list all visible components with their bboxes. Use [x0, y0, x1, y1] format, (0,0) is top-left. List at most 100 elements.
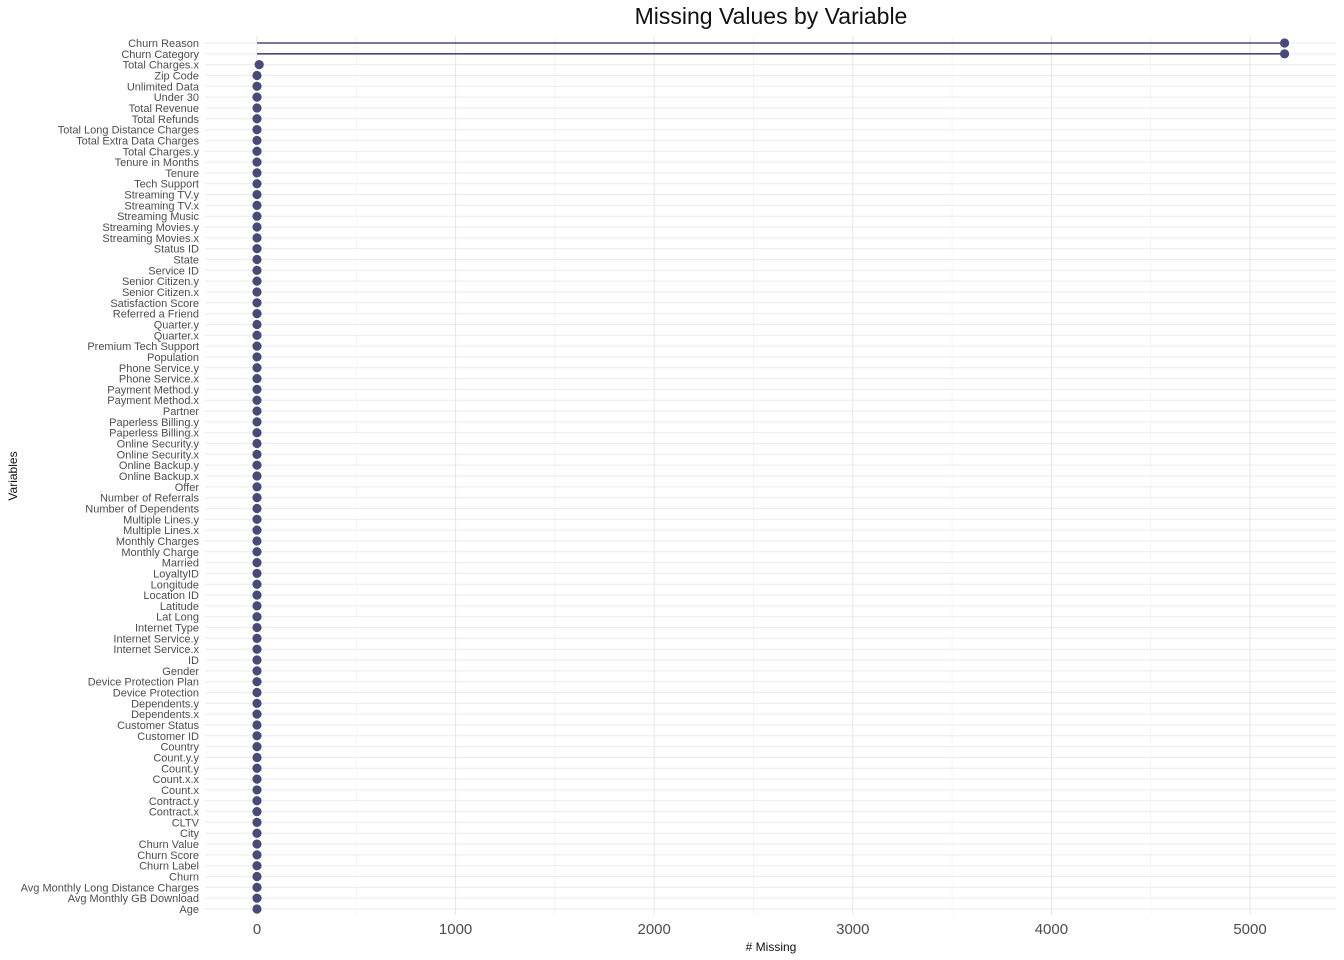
point-30 [252, 363, 262, 373]
point-68 [252, 774, 262, 784]
point-2 [254, 60, 264, 70]
y-tick-label: Multiple Lines.x [123, 525, 199, 537]
y-tick-label: Count.y [161, 763, 199, 775]
y-tick-label: Streaming TV.x [124, 200, 199, 212]
point-50 [252, 579, 262, 589]
y-tick-label: Streaming Music [117, 211, 199, 223]
y-tick-label: Total Revenue [129, 103, 199, 115]
y-tick-label: Total Refunds [132, 114, 200, 126]
y-tick-label: CLTV [172, 817, 200, 829]
point-63 [252, 720, 262, 730]
point-62 [252, 709, 262, 719]
point-18 [252, 233, 262, 243]
y-tick-label: Count.x.x [153, 774, 200, 786]
y-tick-label: Senior Citizen.x [122, 287, 200, 299]
y-tick-label: Avg Monthly Long Distance Charges [21, 882, 200, 894]
y-tick-label: Latitude [160, 601, 199, 613]
y-tick-label: Streaming TV.y [124, 190, 199, 202]
y-tick-label: Device Protection [113, 688, 199, 700]
y-tick-label: Total Charges.x [123, 60, 200, 72]
y-tick-label: Avg Monthly GB Download [68, 893, 199, 905]
x-axis-tick-labels: 0 1000 2000 3000 4000 5000 [253, 921, 1267, 938]
y-tick-label: Offer [175, 482, 200, 494]
y-tick-label: Payment Method.x [107, 395, 199, 407]
y-tick-label: Churn Value [139, 839, 199, 851]
y-tick-label: Number of Dependents [85, 503, 199, 515]
chart-title: Missing Values by Variable [635, 3, 908, 29]
y-tick-label: Dependents.y [131, 698, 199, 710]
y-tick-label: Quarter.x [154, 330, 200, 342]
point-70 [252, 796, 262, 806]
y-tick-label: Paperless Billing.y [109, 417, 199, 429]
point-58 [252, 666, 262, 676]
point-40 [252, 471, 262, 481]
point-13 [252, 179, 262, 189]
point-64 [252, 731, 262, 741]
y-tick-label: Total Extra Data Charges [76, 135, 199, 147]
y-tick-label: Status ID [154, 244, 199, 256]
point-4 [252, 81, 262, 91]
point-79 [252, 893, 262, 903]
point-46 [252, 536, 262, 546]
y-tick-label: Customer Status [117, 720, 199, 732]
x-axis-title: # Missing [746, 940, 797, 954]
y-tick-label: Streaming Movies.x [102, 233, 199, 245]
y-tick-label: Multiple Lines.y [123, 514, 199, 526]
y-tick-label: Married [162, 558, 199, 570]
y-tick-label: Unlimited Data [127, 81, 200, 93]
y-tick-label: Online Backup.y [119, 460, 200, 472]
y-tick-label: Location ID [143, 590, 199, 602]
y-tick-label: Internet Service.y [113, 633, 199, 645]
point-32 [252, 384, 262, 394]
point-77 [252, 871, 262, 882]
point-24 [252, 298, 262, 308]
point-15 [252, 200, 262, 210]
point-17 [252, 222, 262, 232]
point-3 [252, 70, 262, 81]
y-tick-label: Referred a Friend [113, 309, 199, 321]
y-tick-label: Longitude [151, 579, 199, 591]
point-25 [252, 309, 262, 319]
point-0 [1279, 38, 1290, 48]
point-66 [252, 752, 262, 763]
x-tick-label: 3000 [836, 921, 869, 938]
lollipop-points [252, 38, 1290, 914]
y-tick-label: Partner [163, 406, 199, 418]
point-38 [252, 449, 262, 459]
y-tick-label: Premium Tech Support [87, 341, 199, 353]
y-tick-label: Internet Service.x [113, 644, 199, 656]
y-tick-label: Tenure [165, 168, 199, 180]
y-tick-label: Phone Service.x [119, 374, 200, 386]
y-tick-label: Service ID [148, 265, 199, 277]
x-tick-label: 1000 [439, 921, 472, 938]
y-tick-label: Online Backup.x [119, 471, 200, 483]
point-45 [252, 525, 262, 535]
point-33 [252, 395, 262, 405]
point-47 [252, 547, 262, 557]
point-54 [252, 622, 262, 633]
x-tick-label: 0 [253, 921, 261, 938]
gridlines [205, 36, 1336, 915]
point-65 [252, 742, 262, 752]
point-56 [252, 644, 262, 654]
point-42 [252, 493, 262, 503]
point-35 [252, 417, 262, 427]
point-73 [252, 828, 262, 838]
y-tick-label: Total Charges.y [123, 146, 200, 158]
point-20 [252, 254, 262, 265]
point-61 [252, 698, 262, 708]
point-71 [252, 806, 262, 817]
y-tick-label: Payment Method.y [107, 384, 199, 396]
y-tick-label: Churn Label [139, 861, 199, 873]
y-tick-label: Gender [162, 666, 199, 678]
y-tick-label: Tenure in Months [115, 157, 200, 169]
point-55 [252, 633, 262, 643]
point-29 [252, 352, 262, 362]
y-tick-label: Churn Score [137, 850, 199, 862]
point-14 [252, 189, 262, 200]
y-tick-label: Dependents.x [131, 709, 199, 721]
y-tick-label: Population [147, 352, 199, 364]
y-tick-label: Device Protection Plan [88, 677, 199, 689]
y-tick-label: Count.y.y [153, 752, 199, 764]
